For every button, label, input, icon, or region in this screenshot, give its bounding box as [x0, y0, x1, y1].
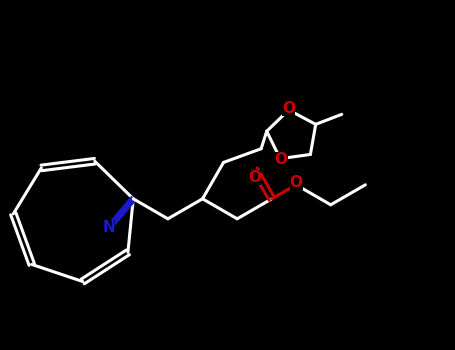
Text: O: O: [248, 170, 261, 185]
Text: O: O: [275, 152, 288, 167]
Text: O: O: [282, 102, 295, 117]
Text: O: O: [289, 175, 303, 190]
Text: N: N: [102, 220, 115, 236]
